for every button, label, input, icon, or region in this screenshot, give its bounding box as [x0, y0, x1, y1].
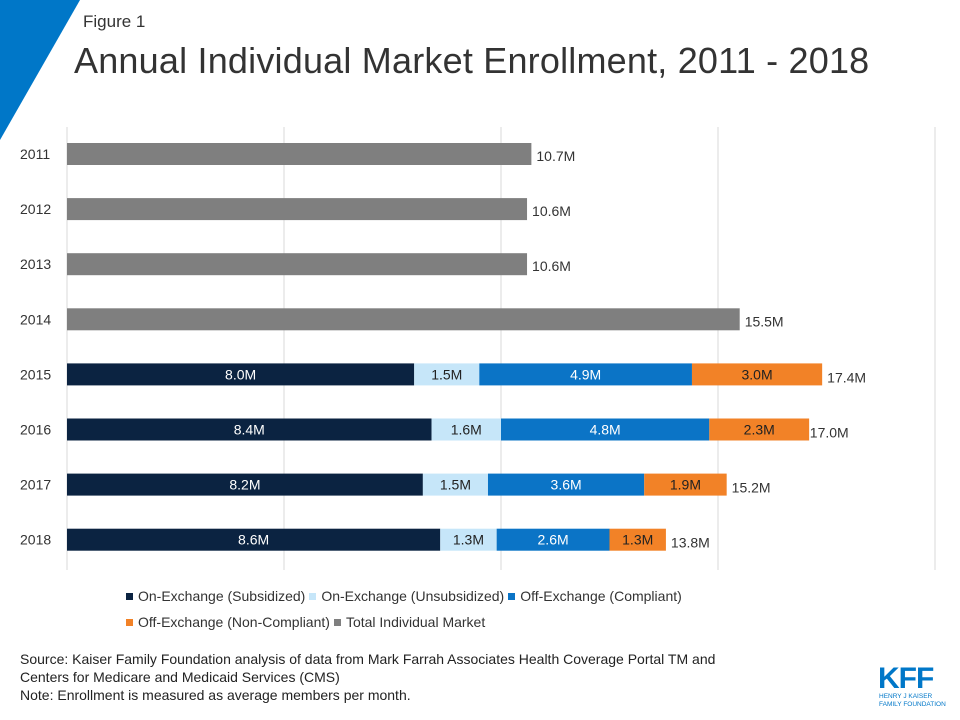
source-text: Source: Kaiser Family Foundation analysi… — [20, 651, 716, 685]
figure-label: Figure 1 — [83, 12, 146, 31]
category-label-2017: 2017 — [20, 477, 51, 493]
legend-label: Total Individual Market — [345, 614, 486, 630]
legend-row: Off-Exchange (Non-Compliant) Total Indivi… — [126, 611, 826, 633]
legend-item-compliant: Off-Exchange (Compliant) — [508, 588, 682, 604]
bar-compliant-2017 — [487, 473, 645, 496]
bar-compliant-2015 — [479, 363, 692, 386]
note-text: Note: Enrollment is measured as average … — [20, 687, 411, 703]
data-label-subsidized-2017: 8.2M — [229, 477, 260, 493]
legend-item-subsidized: On-Exchange (Subsidized) — [126, 588, 305, 604]
bar-total-2013 — [67, 253, 528, 276]
bar-total-2012 — [67, 198, 528, 221]
enrollment-bar-chart: 2011 10.7M 2012 10.6M 2013 10.6M 2014 15.5M 2015… — [20, 127, 936, 570]
legend-label: On-Exchange (Unsubsidized) — [321, 588, 505, 604]
category-label-2016: 2016 — [20, 422, 51, 438]
total-label-2013: 10.6M — [532, 258, 571, 274]
data-label-compliant-2015: 4.9M — [570, 366, 601, 382]
bar-subsidized-2016 — [67, 418, 432, 441]
data-label-unsubsidized-2016: 1.6M — [451, 422, 482, 438]
legend-swatch — [333, 618, 341, 626]
kff-logo-mark: KFF — [878, 662, 934, 695]
bar-non_compliant-2015 — [691, 363, 823, 386]
total-label-2014: 15.5M — [745, 313, 784, 329]
data-label-non_compliant-2018: 1.3M — [622, 532, 653, 548]
bar-compliant-2018 — [496, 528, 610, 551]
bar-subsidized-2017 — [67, 473, 423, 496]
bar-subsidized-2015 — [67, 363, 415, 386]
data-label-unsubsidized-2018: 1.3M — [453, 532, 484, 548]
chart-legend: On-Exchange (Subsidized) On-Exchange (Uns… — [126, 585, 826, 637]
kff-logo-line1: HENRY J KAISER — [879, 693, 933, 700]
legend-swatch — [309, 592, 317, 600]
bar-non_compliant-2017 — [644, 473, 727, 496]
total-label-2017: 15.2M — [732, 480, 771, 496]
total-label-2018: 13.8M — [671, 535, 710, 551]
total-label-2012: 10.6M — [532, 203, 571, 219]
category-label-2014: 2014 — [20, 311, 51, 327]
total-label-2011: 10.7M — [536, 148, 575, 164]
legend-swatch — [126, 618, 133, 626]
data-label-compliant-2018: 2.6M — [538, 532, 569, 548]
legend-row: On-Exchange (Subsidized) On-Exchange (Uns… — [126, 585, 826, 607]
legend-label: On-Exchange (Subsidized) — [138, 588, 306, 604]
legend-label: Off-Exchange (Compliant) — [520, 588, 682, 604]
bar-unsubsidized-2018 — [440, 528, 497, 551]
bar-unsubsidized-2017 — [422, 473, 488, 496]
corner-accent-ribbon — [0, 0, 80, 140]
bar-non_compliant-2018 — [609, 528, 666, 551]
legend-swatch — [508, 592, 516, 600]
category-label-2011: 2011 — [20, 146, 50, 162]
chart-title: Annual Individual Market Enrollment, 201… — [74, 40, 870, 81]
category-label-2012: 2012 — [20, 201, 51, 217]
category-label-2015: 2015 — [20, 366, 51, 382]
legend-item-unsubsidized: On-Exchange (Unsubsidized) — [309, 588, 504, 604]
data-label-subsidized-2018: 8.6M — [238, 532, 269, 548]
legend-swatch — [126, 592, 133, 600]
legend-item-total: Total Individual Market — [333, 614, 486, 630]
bar-total-2011 — [67, 143, 532, 165]
bar-compliant-2016 — [501, 418, 710, 441]
bar-total-2014 — [67, 308, 740, 331]
legend-label: Off-Exchange (Non-Compliant) — [138, 614, 330, 630]
category-label-2013: 2013 — [20, 256, 51, 272]
data-label-subsidized-2015: 8.0M — [225, 366, 256, 382]
data-label-compliant-2016: 4.8M — [590, 422, 621, 438]
data-label-non_compliant-2016: 2.3M — [744, 422, 775, 438]
data-label-non_compliant-2015: 3.0M — [741, 366, 772, 382]
data-label-unsubsidized-2015: 1.5M — [431, 366, 462, 382]
data-label-non_compliant-2017: 1.9M — [670, 477, 701, 493]
bar-unsubsidized-2016 — [431, 418, 501, 441]
kff-logo-line2: FAMILY FOUNDATION — [879, 701, 946, 708]
data-label-unsubsidized-2017: 1.5M — [440, 477, 471, 493]
data-label-compliant-2017: 3.6M — [551, 477, 582, 493]
bar-unsubsidized-2015 — [414, 363, 480, 386]
data-label-subsidized-2016: 8.4M — [234, 422, 265, 438]
source-note: Source: Kaiser Family Foundation analysi… — [20, 650, 840, 704]
legend-item-non_compliant: Off-Exchange (Non-Compliant) — [126, 614, 330, 630]
category-label-2018: 2018 — [20, 532, 51, 548]
bar-subsidized-2018 — [67, 528, 441, 551]
kff-logo: KFF HENRY J KAISER FAMILY FOUNDATION — [878, 662, 946, 708]
total-label-2015: 17.4M — [827, 369, 866, 385]
total-label-2016: 17.0M — [810, 425, 849, 441]
bar-non_compliant-2016 — [709, 418, 810, 441]
